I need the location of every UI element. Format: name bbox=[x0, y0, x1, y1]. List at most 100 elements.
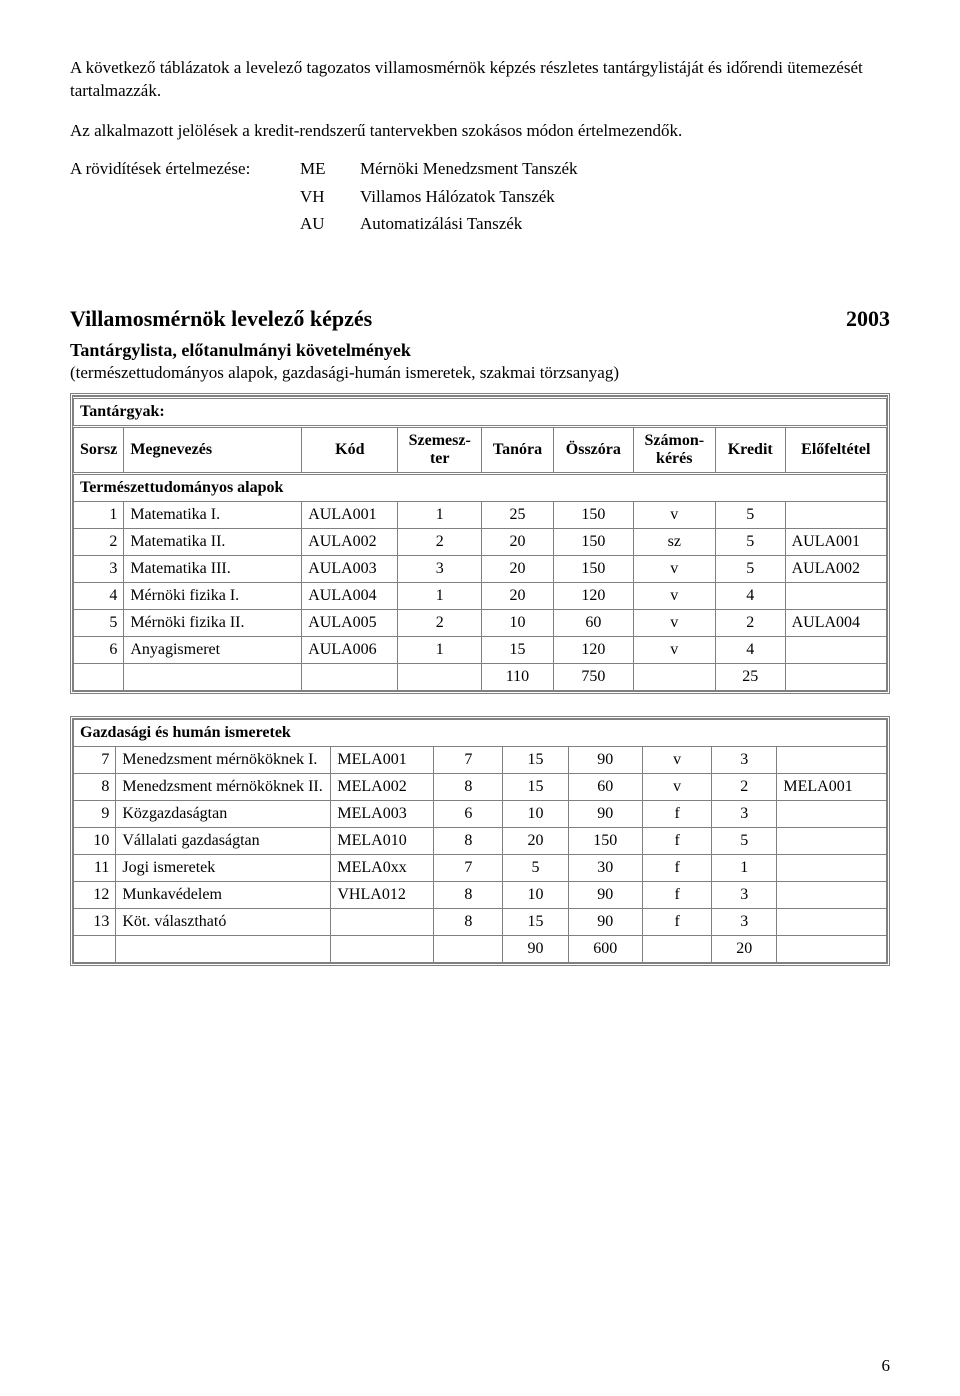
sum-blank bbox=[633, 664, 715, 691]
cell: 5 bbox=[503, 855, 568, 882]
cell: 7 bbox=[434, 855, 503, 882]
cell: 3 bbox=[398, 556, 482, 583]
table-row: 13Köt. választható81590f3 bbox=[74, 909, 887, 936]
cell bbox=[785, 583, 886, 610]
cell: 4 bbox=[715, 637, 785, 664]
table-row: 11Jogi ismeretekMELA0xx7530f1 bbox=[74, 855, 887, 882]
cell: 2 bbox=[398, 610, 482, 637]
cell: Anyagismeret bbox=[124, 637, 302, 664]
cell: v bbox=[643, 747, 712, 774]
cell: MELA001 bbox=[331, 747, 434, 774]
cell: 1 bbox=[398, 583, 482, 610]
sum-tan: 90 bbox=[503, 936, 568, 963]
cell: AULA002 bbox=[785, 556, 886, 583]
cell: f bbox=[643, 828, 712, 855]
cell: AULA004 bbox=[785, 610, 886, 637]
abbrev-label: A rövidítések értelmezése: bbox=[70, 157, 300, 181]
abbrev-code: VH bbox=[300, 185, 360, 209]
cell bbox=[777, 801, 887, 828]
sum-blank bbox=[777, 936, 887, 963]
cell: AULA004 bbox=[302, 583, 398, 610]
cell: f bbox=[643, 909, 712, 936]
cell: 2 bbox=[74, 529, 124, 556]
page: A következő táblázatok a levelező tagoza… bbox=[0, 0, 960, 1396]
cell: 8 bbox=[434, 774, 503, 801]
table-row: 10Vállalati gazdaságtanMELA010820150f5 bbox=[74, 828, 887, 855]
cell: Mérnöki fizika II. bbox=[124, 610, 302, 637]
cell: 1 bbox=[398, 502, 482, 529]
table-row: 2Matematika II.AULA002220150sz5AULA001 bbox=[74, 529, 887, 556]
cell: 150 bbox=[553, 556, 633, 583]
abbrev-row-0: A rövidítések értelmezése: ME Mérnöki Me… bbox=[70, 157, 890, 181]
abbrev-desc: Automatizálási Tanszék bbox=[360, 212, 890, 236]
abbrev-code: ME bbox=[300, 157, 360, 181]
cell: 20 bbox=[481, 556, 553, 583]
block1-top-label: Tantárgyak: bbox=[74, 398, 887, 427]
cell: 5 bbox=[715, 556, 785, 583]
cell: Matematika III. bbox=[124, 556, 302, 583]
table-row: 8Menedzsment mérnököknek II.MELA00281560… bbox=[74, 774, 887, 801]
cell: 1 bbox=[74, 502, 124, 529]
cell: Jogi ismeretek bbox=[116, 855, 331, 882]
cell: f bbox=[643, 855, 712, 882]
cell: 15 bbox=[503, 774, 568, 801]
sum-blank bbox=[74, 664, 124, 691]
cell: 120 bbox=[553, 637, 633, 664]
cell: Menedzsment mérnököknek I. bbox=[116, 747, 331, 774]
cell: 7 bbox=[74, 747, 116, 774]
cell: 150 bbox=[568, 828, 642, 855]
cell: 90 bbox=[568, 909, 642, 936]
section2-sum-row: 90 600 20 bbox=[74, 936, 887, 963]
cell: 2 bbox=[398, 529, 482, 556]
cell bbox=[777, 747, 887, 774]
cell: Köt. választható bbox=[116, 909, 331, 936]
cell: 5 bbox=[715, 502, 785, 529]
sum-blank bbox=[331, 936, 434, 963]
cell: 10 bbox=[74, 828, 116, 855]
page-year: 2003 bbox=[846, 306, 890, 332]
table-row: 4Mérnöki fizika I.AULA004120120v4 bbox=[74, 583, 887, 610]
cell bbox=[777, 909, 887, 936]
cell: 6 bbox=[74, 637, 124, 664]
cell: 11 bbox=[74, 855, 116, 882]
cell: 150 bbox=[553, 529, 633, 556]
col-elofeltetel-header: Előfeltétel bbox=[785, 427, 886, 474]
cell: 3 bbox=[74, 556, 124, 583]
cell: MELA002 bbox=[331, 774, 434, 801]
cell: v bbox=[633, 556, 715, 583]
col-tanora-header: Tanóra bbox=[481, 427, 553, 474]
cell: 12 bbox=[74, 882, 116, 909]
cell: 10 bbox=[503, 882, 568, 909]
cell: v bbox=[633, 583, 715, 610]
cell: v bbox=[633, 637, 715, 664]
cell: 9 bbox=[74, 801, 116, 828]
cell: Mérnöki fizika I. bbox=[124, 583, 302, 610]
cell bbox=[785, 637, 886, 664]
table-block-1: Tantárgyak: Sorsz Megnevezés Kód Szemesz… bbox=[70, 393, 890, 694]
col-szamonkeres-header: Számon- kérés bbox=[633, 427, 715, 474]
cell: AULA003 bbox=[302, 556, 398, 583]
sum-blank bbox=[302, 664, 398, 691]
cell: 13 bbox=[74, 909, 116, 936]
abbrev-label-empty bbox=[70, 212, 300, 236]
subtitle: Tantárgylista, előtanulmányi követelmény… bbox=[70, 340, 890, 361]
sum-blank bbox=[643, 936, 712, 963]
cell: 7 bbox=[434, 747, 503, 774]
cell bbox=[331, 909, 434, 936]
table-row: 3Matematika III.AULA003320150v5AULA002 bbox=[74, 556, 887, 583]
page-title: Villamosmérnök levelező képzés bbox=[70, 306, 372, 332]
subject-table-2: Gazdasági és humán ismeretek 7Menedzsmen… bbox=[73, 719, 887, 963]
cell: MELA0xx bbox=[331, 855, 434, 882]
cell: 10 bbox=[503, 801, 568, 828]
cell: AULA002 bbox=[302, 529, 398, 556]
sum-kred: 25 bbox=[715, 664, 785, 691]
col-kod-header: Kód bbox=[302, 427, 398, 474]
sum-blank bbox=[785, 664, 886, 691]
abbrev-row-1: VH Villamos Hálózatok Tanszék bbox=[70, 185, 890, 209]
cell: 4 bbox=[715, 583, 785, 610]
cell: 3 bbox=[712, 882, 777, 909]
cell: f bbox=[643, 882, 712, 909]
table-row: 12MunkavédelemVHLA01281090f3 bbox=[74, 882, 887, 909]
cell: VHLA012 bbox=[331, 882, 434, 909]
cell: Menedzsment mérnököknek II. bbox=[116, 774, 331, 801]
